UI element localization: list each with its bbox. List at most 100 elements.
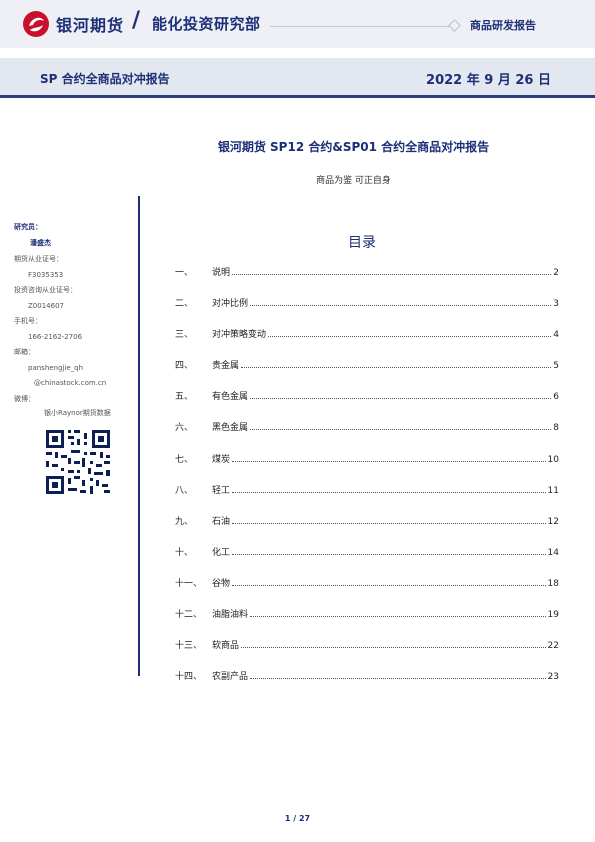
phone-number: 166-2162-2706 (28, 333, 83, 341)
toc-entry-label: 农副产品 (212, 672, 249, 682)
advisor-license: Z0014607 (28, 302, 64, 310)
email-label: 邮箱： (14, 348, 35, 356)
toc-entry-number: 十、 (175, 548, 194, 558)
toc-entry[interactable]: 十三、 软商品 22 (175, 637, 559, 651)
advisor-license-label: 投资咨询从业证号： (14, 286, 77, 294)
toc-entry[interactable]: 十一、 谷物 18 (175, 575, 559, 589)
toc-entry-page: 10 (547, 455, 559, 465)
toc-leader-dots (232, 461, 546, 462)
toc-entry-page: 6 (553, 392, 559, 402)
toc-entry-page: 14 (547, 548, 559, 558)
toc-entry[interactable]: 二、 对冲比例 3 (175, 295, 559, 309)
company-logo-icon (23, 11, 49, 37)
toc-entry-number: 四、 (175, 361, 194, 371)
toc-leader-dots (232, 492, 546, 493)
toc-entry-page: 3 (553, 299, 559, 309)
toc-entry-label: 对冲策略变动 (212, 330, 267, 340)
header-rule (270, 26, 450, 27)
toc-entry[interactable]: 八、 轻工 11 (175, 482, 559, 496)
toc-entry-page: 12 (547, 517, 559, 527)
toc-entry-page: 19 (547, 610, 559, 620)
phone-label: 手机号： (14, 317, 42, 325)
toc-entry[interactable]: 三、 对冲策略变动 4 (175, 326, 559, 340)
toc-entry-label: 轻工 (212, 486, 231, 496)
toc-entry-label: 对冲比例 (212, 299, 249, 309)
toc-entry-label: 说明 (212, 268, 231, 278)
sidebar-divider (138, 196, 140, 676)
toc-leader-dots (232, 523, 546, 524)
toc-entry-label: 贵金属 (212, 361, 240, 371)
toc-leader-dots (232, 554, 546, 555)
toc-leader-dots (250, 429, 552, 430)
report-title: 银河期货 SP12 合约&SP01 合约全商品对冲报告 (217, 140, 490, 154)
email-line-1[interactable]: panshengjie_qh (28, 364, 84, 372)
toc-title: 目录 (348, 235, 376, 251)
wechat-label: 微博： (14, 395, 35, 403)
toc-leader-dots (250, 616, 546, 617)
toc-entry-label: 石油 (212, 517, 231, 527)
toc-entry-number: 一、 (175, 268, 194, 278)
toc-entry[interactable]: 十四、 农副产品 23 (175, 668, 559, 682)
toc-entry[interactable]: 四、 贵金属 5 (175, 357, 559, 371)
toc-leader-dots (250, 305, 552, 306)
toc-entry[interactable]: 六、 黑色金属 8 (175, 419, 559, 433)
toc-entry[interactable]: 十二、 油脂油料 19 (175, 606, 559, 620)
report-category: 商品研发报告 (470, 19, 536, 32)
futures-license: F3035353 (28, 271, 64, 279)
toc-entry-number: 十二、 (175, 610, 203, 620)
toc-leader-dots (241, 647, 546, 648)
email-line-2[interactable]: @chinastock.com.cn (34, 379, 107, 387)
toc-entry[interactable]: 十、 化工 14 (175, 544, 559, 558)
toc-leader-dots (241, 367, 552, 368)
toc-entry-label: 有色金属 (212, 392, 249, 402)
title-band: SP 合约全商品对冲报告 2022 年 9 月 26 日 (0, 58, 595, 98)
toc-entry-number: 十三、 (175, 641, 203, 651)
qr-code-icon (44, 428, 112, 496)
report-subtitle: 商品为鉴 可正自身 (316, 176, 391, 186)
page-header: 银河期货 / 能化投资研究部 商品研发报告 (0, 0, 595, 48)
header-separator: / (132, 8, 141, 33)
toc-entry-number: 三、 (175, 330, 194, 340)
toc-entry-page: 18 (547, 579, 559, 589)
toc-entry[interactable]: 九、 石油 12 (175, 513, 559, 527)
toc-entry-page: 23 (547, 672, 559, 682)
page-indicator: 1 / 27 (284, 814, 311, 823)
toc-entry-number: 二、 (175, 299, 194, 309)
toc-entry-label: 黑色金属 (212, 423, 249, 433)
toc-entry[interactable]: 一、 说明 2 (175, 264, 559, 278)
toc-leader-dots (250, 398, 552, 399)
toc-entry-number: 六、 (175, 423, 194, 433)
toc-entry-page: 2 (553, 268, 559, 278)
toc-leader-dots (232, 274, 552, 275)
department-name: 能化投资研究部 (152, 15, 261, 33)
toc-entry-page: 8 (553, 423, 559, 433)
brand-name: 银河期货 (56, 16, 125, 35)
toc-entry-label: 软商品 (212, 641, 240, 651)
toc-leader-dots (268, 336, 552, 337)
toc-entry-number: 十四、 (175, 672, 203, 682)
toc-entry-number: 七、 (175, 455, 194, 465)
toc-entry[interactable]: 七、 煤炭 10 (175, 451, 559, 465)
toc-entry-page: 4 (553, 330, 559, 340)
researcher-name: 潘盛杰 (30, 239, 51, 247)
toc-entry-number: 九、 (175, 517, 194, 527)
wechat-name: 银小Raynor期货数据 (44, 409, 111, 417)
toc-entry-page: 22 (547, 641, 559, 651)
report-date: 2022 年 9 月 26 日 (426, 73, 551, 88)
toc-entry[interactable]: 五、 有色金属 6 (175, 388, 559, 402)
toc-entry-label: 谷物 (212, 579, 231, 589)
futures-license-label: 期货从业证号： (14, 255, 63, 263)
toc-entry-page: 5 (553, 361, 559, 371)
toc-entry-number: 十一、 (175, 579, 203, 589)
toc-entry-label: 化工 (212, 548, 231, 558)
researcher-label: 研究员： (14, 223, 42, 231)
toc-leader-dots (250, 678, 546, 679)
toc-entry-number: 五、 (175, 392, 194, 402)
toc-entry-label: 油脂油料 (212, 610, 249, 620)
toc-leader-dots (232, 585, 546, 586)
toc-entry-number: 八、 (175, 486, 194, 496)
diamond-icon (448, 19, 461, 32)
toc-entry-page: 11 (547, 486, 559, 496)
toc-entry-label: 煤炭 (212, 455, 231, 465)
report-short-title: SP 合约全商品对冲报告 (40, 72, 170, 86)
